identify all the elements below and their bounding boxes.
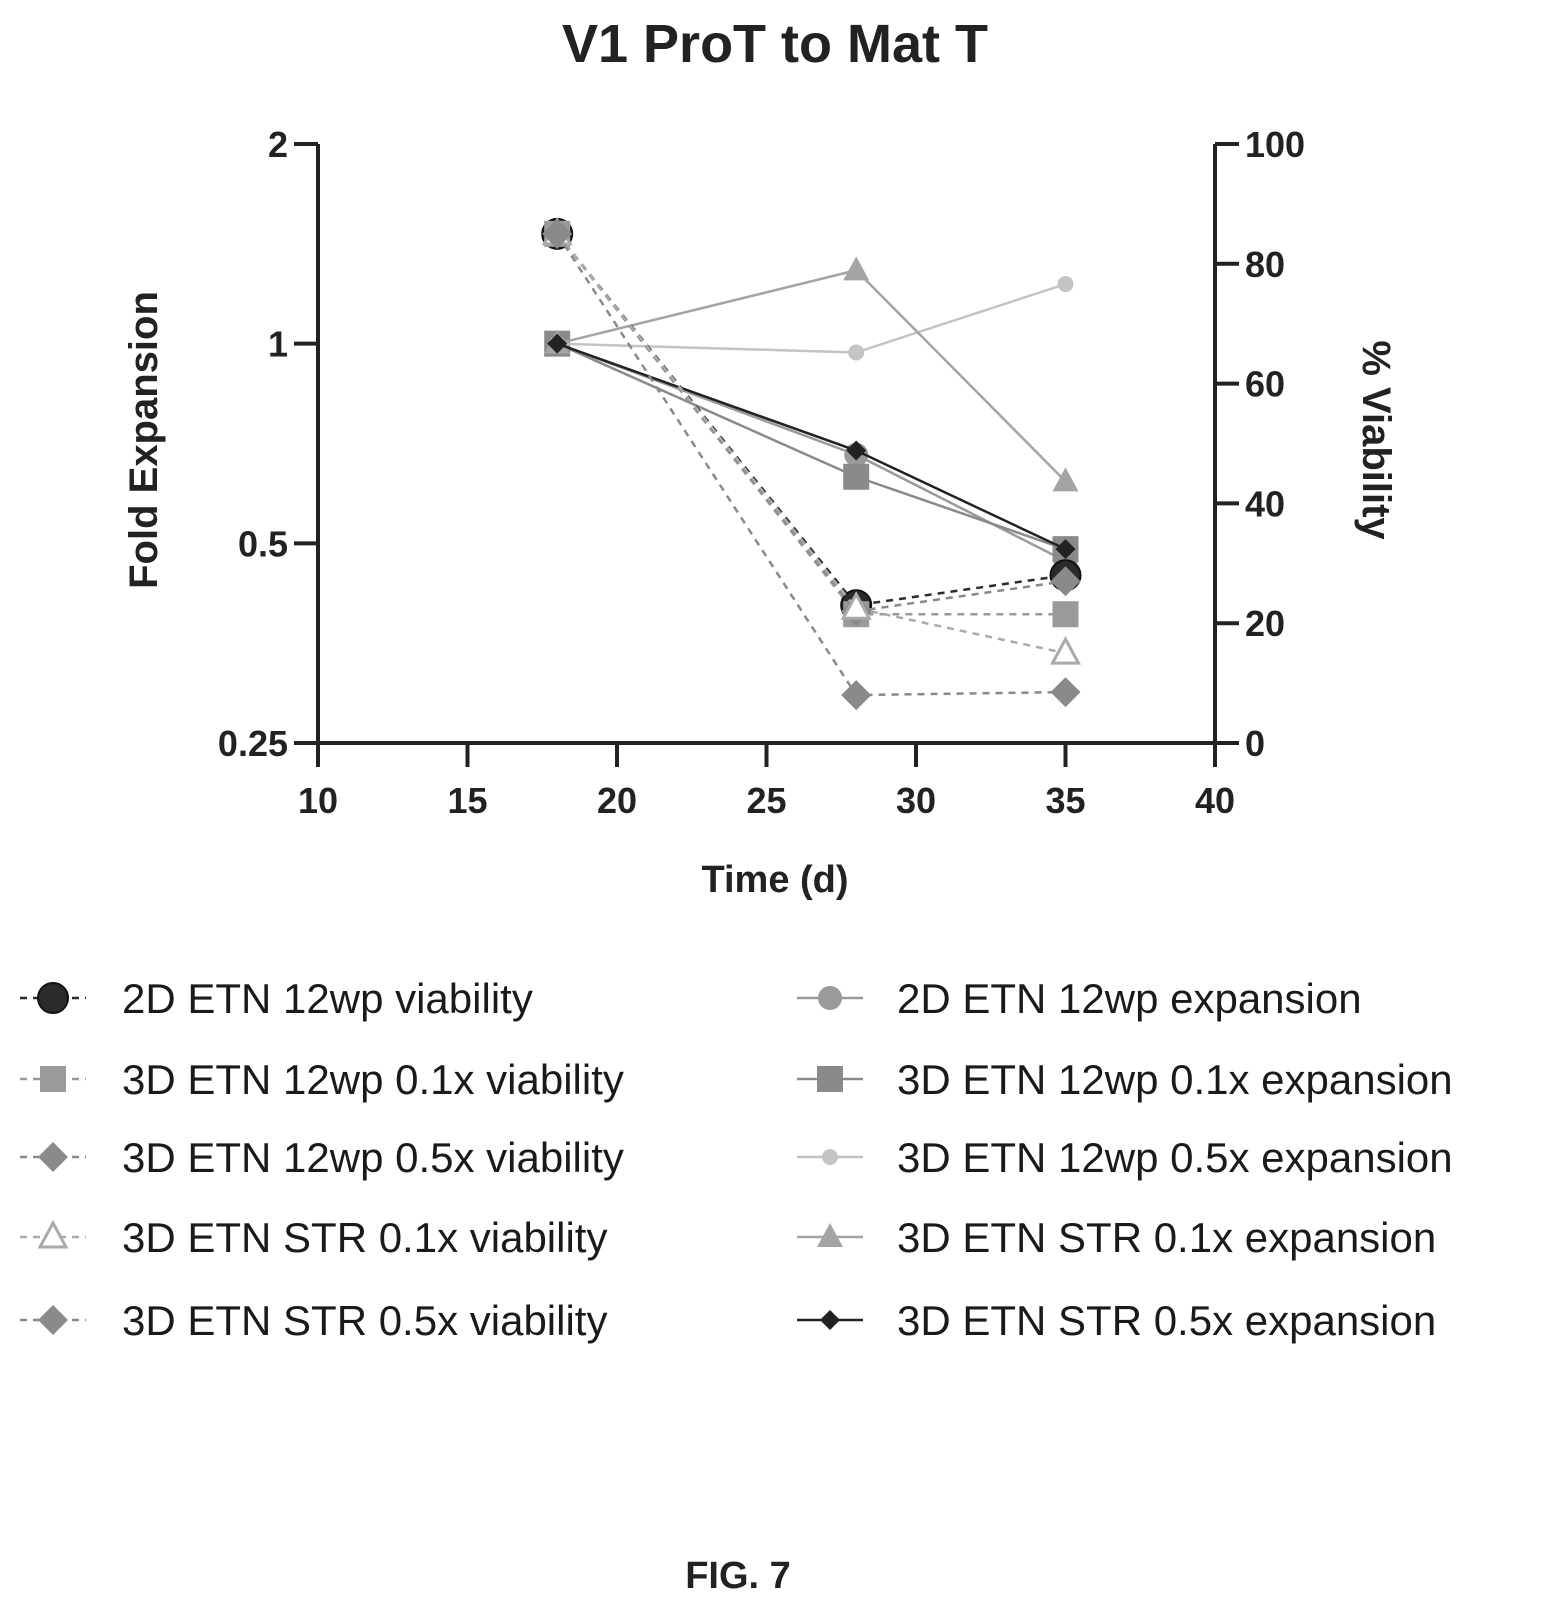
legend-label: 3D ETN STR 0.5x expansion — [897, 1297, 1436, 1344]
data-point — [1052, 467, 1079, 492]
legend-marker — [40, 1066, 66, 1092]
axes — [316, 144, 1217, 745]
legend-label: 3D ETN STR 0.5x viability — [122, 1297, 607, 1344]
series-line — [556, 233, 1066, 697]
data-point — [1049, 636, 1082, 665]
legend-label: 2D ETN 12wp expansion — [897, 975, 1362, 1022]
left-axis-title: Fold Expansion — [122, 291, 166, 589]
legend-item: 3D ETN 12wp 0.5x viability — [20, 1134, 624, 1181]
data-point — [1057, 276, 1074, 293]
x-tick-label: 30 — [896, 780, 936, 821]
legend-label: 3D ETN 12wp 0.1x expansion — [897, 1056, 1453, 1103]
figure-caption: FIG. 7 — [685, 1555, 791, 1597]
right-tick-label: 0 — [1245, 723, 1265, 764]
x-axis-title: Time (d) — [701, 859, 848, 901]
data-point — [840, 591, 872, 620]
left-tick-label: 1 — [268, 324, 288, 365]
legend: 2D ETN 12wp viability 3D ETN 12wp 0.1x vi… — [20, 975, 1453, 1344]
x-tick-label: 20 — [597, 780, 637, 821]
series-line — [556, 233, 1066, 655]
legend-item: 3D ETN 12wp 0.1x viability — [20, 1056, 624, 1103]
data-point — [1055, 539, 1076, 560]
x-tick-label: 15 — [447, 780, 487, 821]
legend-marker — [818, 986, 842, 1010]
data-point — [843, 256, 870, 281]
x-tick-label: 40 — [1195, 780, 1235, 821]
legend-marker — [37, 1219, 69, 1249]
series-line — [556, 342, 1066, 551]
data-point — [848, 344, 865, 361]
series-line — [556, 342, 1067, 551]
legend-marker — [822, 1149, 838, 1165]
data-point — [1050, 566, 1081, 597]
series-line — [556, 233, 1066, 607]
data-point — [1050, 677, 1081, 708]
legend-marker — [820, 1310, 840, 1330]
right-tick-label: 40 — [1245, 483, 1285, 524]
legend-marker — [37, 982, 69, 1014]
legend-label: 3D ETN STR 0.1x viability — [122, 1214, 607, 1261]
legend-marker — [38, 1142, 68, 1172]
x-tick-label: 10 — [298, 780, 338, 821]
series-3d-etn-12wp-0-5x-viability — [542, 218, 1081, 627]
right-tick-label: 60 — [1245, 364, 1285, 405]
legend-item: 3D ETN STR 0.5x viability — [20, 1297, 607, 1344]
legend-item: 3D ETN STR 0.1x viability — [20, 1214, 607, 1261]
series-layer — [541, 216, 1082, 711]
right-axis-title: % Viability — [1354, 340, 1398, 540]
data-point — [841, 680, 872, 711]
legend-marker — [817, 1066, 843, 1092]
legend-item: 2D ETN 12wp expansion — [797, 975, 1362, 1022]
series-3d-etn-str-0-1x-viability — [541, 216, 1082, 665]
series-2d-etn-12wp-viability — [541, 217, 1082, 622]
legend-label: 2D ETN 12wp viability — [122, 975, 533, 1022]
legend-item: 3D ETN 12wp 0.5x expansion — [797, 1134, 1453, 1181]
series-line — [556, 268, 1067, 483]
series-line — [556, 233, 1066, 616]
legend-label: 3D ETN STR 0.1x expansion — [897, 1214, 1436, 1261]
data-point — [1052, 601, 1079, 628]
left-tick-label: 0.5 — [238, 523, 288, 564]
legend-item: 3D ETN 12wp 0.1x expansion — [797, 1056, 1453, 1103]
legend-label: 3D ETN 12wp 0.1x viability — [122, 1056, 624, 1103]
legend-marker — [817, 1223, 843, 1247]
legend-item: 3D ETN STR 0.1x expansion — [797, 1214, 1436, 1261]
series-3d-etn-str-0-5x-viability — [542, 218, 1081, 711]
x-tick-label: 25 — [746, 780, 786, 821]
data-point — [547, 333, 568, 354]
right-tick-label: 20 — [1245, 603, 1285, 644]
right-tick-label: 80 — [1245, 244, 1285, 285]
legend-item: 3D ETN STR 0.5x expansion — [797, 1297, 1436, 1344]
right-tick-label: 100 — [1245, 124, 1305, 165]
legend-marker — [38, 1305, 68, 1335]
series-line — [557, 282, 1066, 354]
data-point — [843, 463, 870, 490]
data-point — [542, 218, 573, 249]
legend-item: 2D ETN 12wp viability — [20, 975, 533, 1022]
legend-label: 3D ETN 12wp 0.5x expansion — [897, 1134, 1453, 1181]
chart-title: V1 ProT to Mat T — [562, 14, 988, 74]
left-tick-label: 0.25 — [218, 723, 288, 764]
series-line — [556, 233, 1066, 613]
x-tick-label: 35 — [1045, 780, 1085, 821]
series-3d-etn-str-0-5x-expansion — [547, 333, 1076, 560]
series-3d-etn-12wp-0-5x-expansion — [549, 276, 1074, 361]
legend-label: 3D ETN 12wp 0.5x viability — [122, 1134, 624, 1181]
data-point — [846, 440, 867, 461]
left-tick-label: 2 — [268, 124, 288, 165]
